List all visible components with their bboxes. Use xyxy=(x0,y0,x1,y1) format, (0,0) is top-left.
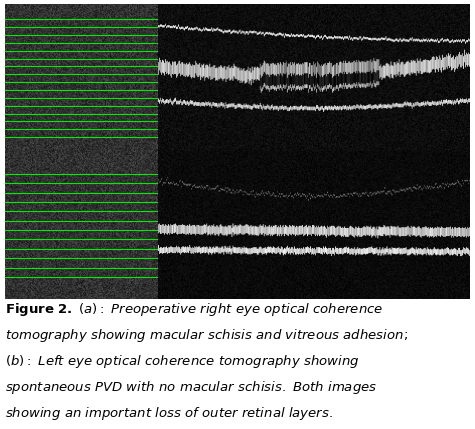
Text: $\mathbf{Figure\ 2.}$$\ \mathit{(a):\ Preoperative\ right\ eye\ optical\ coheren: $\mathbf{Figure\ 2.}$$\ \mathit{(a):\ Pr… xyxy=(5,301,383,318)
Text: $\mathit{showing\ an\ important\ loss\ of\ outer\ retinal\ layers.}$: $\mathit{showing\ an\ important\ loss\ o… xyxy=(5,405,333,422)
Text: $\mathit{spontaneous\ PVD\ with\ no\ macular\ schisis.\ Both\ images}$: $\mathit{spontaneous\ PVD\ with\ no\ mac… xyxy=(5,379,377,396)
Text: $\mathit{(b):\ Left\ eye\ optical\ coherence\ tomography\ showing}$: $\mathit{(b):\ Left\ eye\ optical\ coher… xyxy=(5,353,360,370)
Text: $\mathit{tomography\ showing\ macular\ schisis\ and\ vitreous\ adhesion;}$: $\mathit{tomography\ showing\ macular\ s… xyxy=(5,327,408,344)
Text: A: A xyxy=(232,130,243,144)
Text: B: B xyxy=(232,277,243,291)
